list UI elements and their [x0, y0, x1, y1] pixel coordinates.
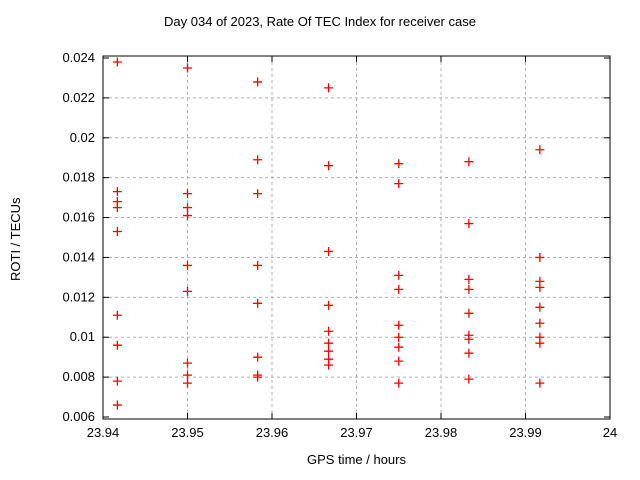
- x-tick-label: 23.95: [171, 425, 204, 440]
- data-point: [253, 298, 263, 308]
- data-point: [112, 227, 122, 237]
- data-point: [394, 284, 404, 294]
- data-point: [183, 63, 192, 73]
- data-point: [394, 378, 404, 388]
- data-point: [183, 211, 192, 221]
- x-tick-label: 23.94: [87, 425, 120, 440]
- y-tick-label: 0.022: [62, 90, 95, 105]
- data-point: [112, 187, 122, 197]
- data-point: [253, 352, 263, 362]
- x-tick-label: 23.99: [509, 425, 542, 440]
- x-tick-label: 23.98: [425, 425, 458, 440]
- data-point: [324, 326, 334, 336]
- data-point: [112, 57, 122, 67]
- data-point: [324, 360, 334, 370]
- data-point: [324, 346, 334, 356]
- data-point: [535, 252, 545, 262]
- data-point: [112, 400, 122, 410]
- y-tick-label: 0.024: [62, 50, 95, 65]
- data-point: [112, 376, 122, 386]
- data-point: [324, 83, 334, 93]
- data-point: [183, 286, 192, 296]
- y-tick-label: 0.006: [62, 409, 95, 424]
- data-point: [464, 374, 474, 384]
- data-point: [394, 270, 404, 280]
- y-tick-label: 0.018: [62, 170, 95, 185]
- data-point: [253, 155, 263, 165]
- data-point: [464, 348, 474, 358]
- data-point: [183, 378, 192, 388]
- data-point: [112, 203, 122, 213]
- data-point: [464, 334, 474, 344]
- data-point: [324, 246, 334, 256]
- data-point: [324, 300, 334, 310]
- data-point: [183, 203, 192, 213]
- data-point: [183, 260, 192, 270]
- data-point: [464, 284, 474, 294]
- data-point: [535, 145, 545, 155]
- data-point: [394, 342, 404, 352]
- data-point: [112, 340, 122, 350]
- grid-lines: [103, 56, 610, 419]
- data-point: [112, 310, 122, 320]
- data-points: [112, 57, 545, 410]
- data-point: [253, 260, 263, 270]
- x-axis-label: GPS time / hours: [307, 452, 406, 467]
- data-point: [253, 372, 263, 382]
- data-point: [253, 189, 263, 199]
- data-point: [394, 320, 404, 330]
- data-point: [324, 338, 334, 348]
- chart-title: Day 034 of 2023, Rate Of TEC Index for r…: [164, 14, 476, 29]
- data-point: [535, 318, 545, 328]
- data-point: [535, 378, 545, 388]
- data-point: [394, 356, 404, 366]
- data-point: [253, 77, 263, 87]
- data-point: [464, 274, 474, 284]
- x-tick-label: 23.97: [340, 425, 373, 440]
- y-tick-label: 0.02: [70, 130, 95, 145]
- x-tick-labels: 23.94 23.95 23.96 23.97 23.98 23.99 24: [87, 425, 618, 440]
- data-point: [464, 219, 474, 229]
- data-point: [464, 308, 474, 318]
- plot-border: [102, 55, 611, 420]
- data-point: [535, 282, 545, 292]
- x-tick-label: 23.96: [256, 425, 289, 440]
- y-tick-label: 0.01: [70, 329, 95, 344]
- data-point: [394, 332, 404, 342]
- data-point: [394, 179, 404, 189]
- data-point: [183, 358, 192, 368]
- data-point: [535, 302, 545, 312]
- y-axis-label: ROTI / TECUs: [8, 197, 23, 281]
- data-point: [394, 159, 404, 169]
- y-tick-label: 0.016: [62, 210, 95, 225]
- y-tick-label: 0.014: [62, 249, 95, 264]
- data-point: [183, 189, 192, 199]
- data-point: [324, 161, 334, 171]
- y-tick-label: 0.008: [62, 369, 95, 384]
- data-point: [183, 370, 192, 380]
- x-tick-label: 24: [603, 425, 617, 440]
- y-tick-labels: 0.006 0.008 0.01 0.012 0.014 0.016 0.018 0.02 0.…: [62, 50, 95, 424]
- data-point: [464, 157, 474, 167]
- data-point: [535, 338, 545, 348]
- y-tick-label: 0.012: [62, 289, 95, 304]
